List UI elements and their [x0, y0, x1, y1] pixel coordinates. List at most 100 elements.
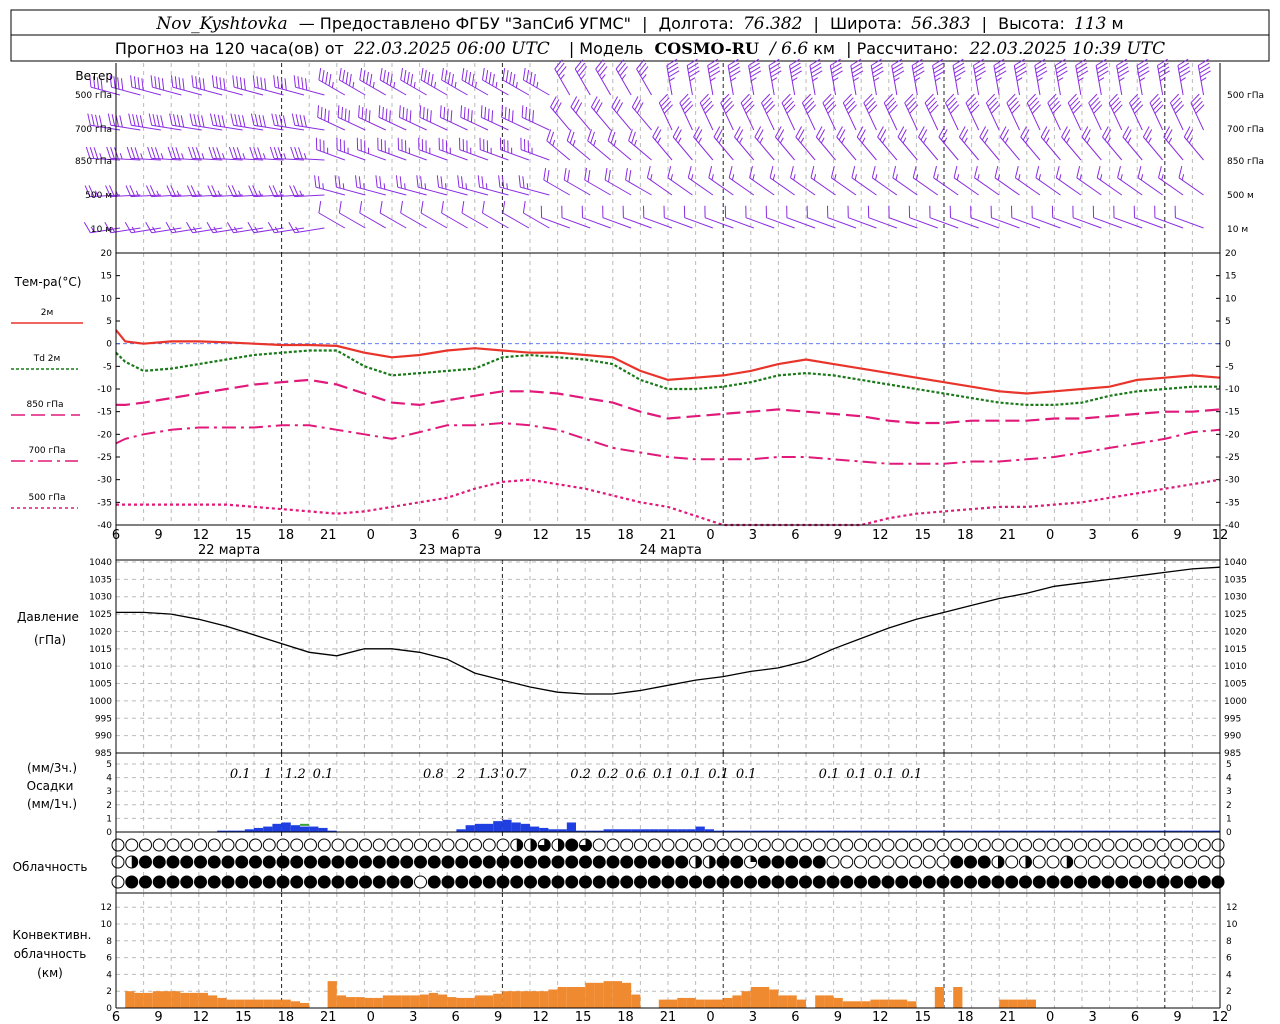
barb-feather [728, 165, 733, 178]
wind-barb [188, 146, 223, 161]
cloud-circle [647, 855, 661, 869]
temp-tick-right: 5 [1225, 317, 1231, 327]
barb-shaft [501, 116, 530, 131]
barb-feather [546, 170, 550, 182]
cloud-circle [1142, 838, 1156, 852]
cloud-symbol [276, 855, 290, 869]
hour-tick-label-mid: 12 [193, 528, 210, 543]
temp-title: Тем-ра(°С) [14, 275, 82, 289]
barb-shaft [1013, 65, 1021, 96]
barb-feather [150, 75, 153, 88]
barb-feather [797, 129, 805, 141]
cloud-symbol [675, 838, 689, 852]
barb-feather [885, 97, 895, 107]
conv-tick-left: 0 [106, 1004, 112, 1014]
barb-feather [389, 73, 393, 86]
conv-bar [300, 1002, 310, 1008]
barb-feather [130, 147, 136, 159]
cloud-circle [936, 838, 950, 852]
wind-barb [590, 96, 612, 131]
temp-series-4 [116, 478, 1221, 527]
barb-feather [660, 97, 670, 107]
hour-tick-label-bottom: 3 [749, 1010, 757, 1024]
barb-shaft [399, 116, 427, 131]
cloud-symbol [427, 855, 441, 869]
cloud-circle [592, 838, 606, 852]
barb-feather [178, 77, 181, 90]
wind-barb [249, 146, 284, 161]
barb-shaft [945, 102, 959, 131]
conv-tick-right: 2 [1226, 987, 1232, 997]
wind-barb [210, 113, 243, 131]
barb-feather [107, 113, 112, 126]
cloud-circle [1197, 875, 1211, 889]
wind-barb [480, 105, 509, 131]
precip-bar [668, 829, 678, 832]
barb-feather [93, 76, 96, 89]
barb-shaft [554, 68, 571, 96]
barb-feather [93, 147, 99, 159]
barb-feather [1122, 126, 1130, 138]
barb-feather [334, 175, 337, 188]
cloud-symbol [345, 855, 359, 869]
conv-tick-right: 10 [1226, 920, 1238, 930]
barb-feather [739, 137, 743, 144]
barb-shaft [294, 227, 325, 234]
wind-level-r2: 850 гПа [1227, 157, 1264, 167]
barb-feather [1199, 66, 1211, 74]
barb-feather [789, 62, 801, 70]
barb-feather [1116, 62, 1128, 70]
barb-feather [317, 105, 319, 118]
barb-feather [89, 75, 92, 88]
wind-barb [126, 146, 161, 161]
wind-barb [1133, 205, 1163, 229]
pres-tick-left: 995 [95, 714, 112, 724]
cloud-circle [469, 875, 482, 889]
barb-shaft [1134, 217, 1163, 229]
wind-barb [728, 165, 755, 196]
wind-barb [1095, 58, 1109, 96]
temp-tick-left: -5 [103, 362, 112, 372]
conv-tick-right: 6 [1226, 954, 1232, 964]
cloud-symbol [689, 875, 702, 889]
hour-tick-label-mid: 18 [617, 528, 634, 543]
barb-feather [410, 73, 414, 86]
precip-bar [649, 829, 659, 832]
wind-barb [1183, 126, 1204, 161]
barb-feather [1117, 165, 1121, 178]
precip-bar [990, 830, 1000, 832]
barb-feather [1037, 77, 1043, 82]
barb-feather [502, 201, 506, 214]
cloud-symbol [1087, 855, 1101, 869]
cloud-circle [647, 838, 661, 852]
barb-feather [1145, 129, 1153, 141]
barb-feather [1008, 97, 1018, 107]
conv-bar [465, 997, 475, 1008]
barb-shaft [356, 186, 386, 196]
cloud-circle [909, 838, 922, 852]
barb-feather [522, 201, 526, 214]
wind-barb [145, 222, 182, 234]
wind-barb [268, 185, 305, 198]
barb-shaft [459, 149, 489, 161]
precip-bar [585, 830, 595, 832]
cloud-circle [276, 838, 290, 852]
barb-feather [952, 58, 964, 66]
wind-barb [883, 93, 898, 131]
barb-feather [892, 165, 897, 178]
barb-feather [956, 174, 960, 181]
barb-feather [1142, 126, 1150, 138]
barb-feather [711, 174, 714, 181]
barb-feather [1118, 70, 1130, 78]
wind-barb [622, 205, 652, 229]
wind-barb [1136, 58, 1150, 96]
barb-feather [897, 126, 905, 138]
wind-barb [211, 75, 243, 96]
wind-barb [477, 175, 509, 196]
barb-feather [779, 137, 784, 144]
wind-barb [666, 58, 680, 96]
cloud-circle [950, 838, 964, 852]
wind-barb [1054, 58, 1068, 96]
cloud-symbol [537, 838, 551, 852]
